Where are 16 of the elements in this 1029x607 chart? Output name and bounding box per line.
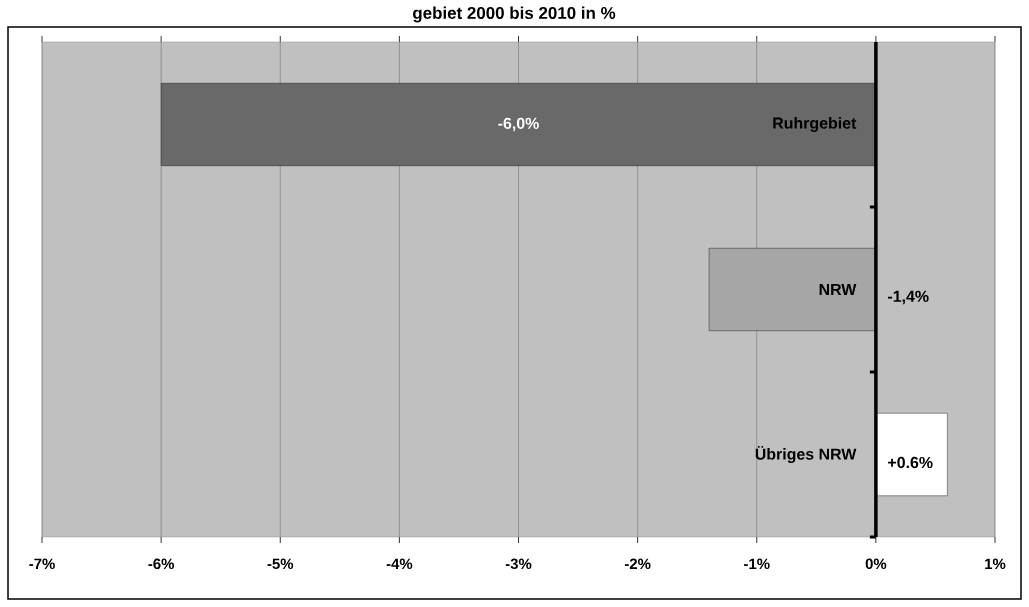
data-label: +0.6% [888, 456, 933, 469]
y-tick-label: Ruhrgebiet [773, 117, 857, 132]
x-tick-label: -6% [148, 558, 175, 570]
x-tick-label: -4% [386, 558, 413, 570]
x-tick-label: -1% [744, 558, 770, 570]
data-label: -6,0% [498, 117, 539, 132]
x-tick-label: 0% [865, 558, 887, 570]
data-label: -1,4% [888, 290, 929, 305]
x-tick-label: 1% [985, 558, 1006, 570]
y-tick-label: Übriges NRW [755, 446, 857, 463]
x-tick-label: -7% [29, 558, 55, 570]
x-tick-label: -3% [505, 558, 532, 570]
x-tick-label: -5% [267, 558, 294, 570]
x-tick-label: -2% [624, 558, 651, 570]
y-tick-label: NRW [819, 284, 857, 295]
chart-title: gebiet 2000 bis 2010 in % [413, 6, 616, 23]
